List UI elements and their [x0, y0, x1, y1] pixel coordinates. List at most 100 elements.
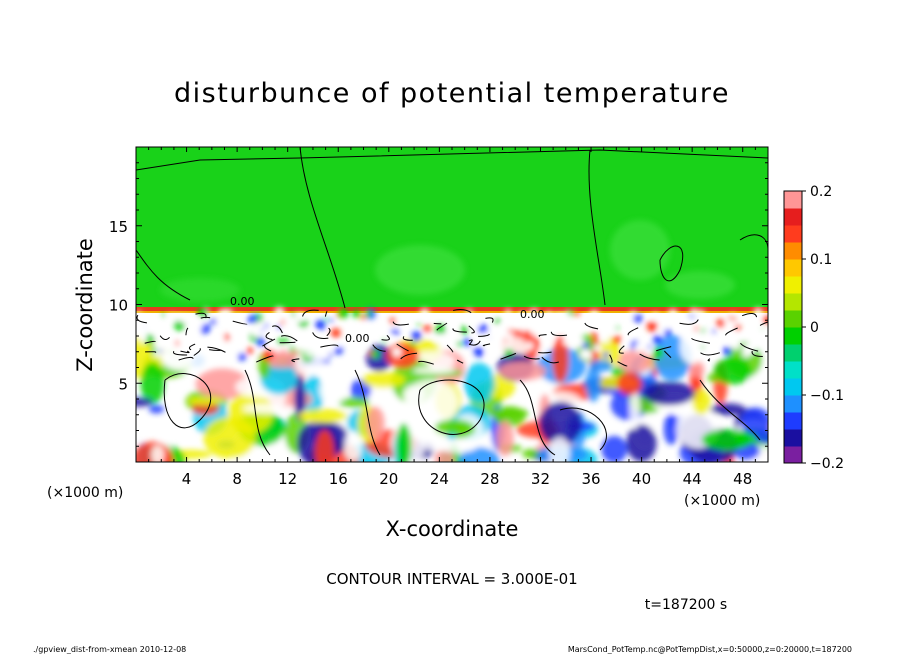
- field-speck: [383, 326, 388, 331]
- colorbar-swatch: [784, 344, 802, 362]
- field-speck: [519, 315, 527, 324]
- footer-right: MarsCond_PotTemp.nc@PotTempDist,x=0:5000…: [568, 645, 852, 654]
- field-speck: [411, 331, 422, 342]
- field-speck: [423, 325, 432, 333]
- field-speck: [324, 317, 328, 322]
- field-blob: [396, 423, 412, 462]
- x-tick-label: 32: [531, 470, 550, 488]
- field-speck: [328, 352, 333, 357]
- contour-line: [485, 317, 494, 323]
- field-speck: [292, 331, 299, 338]
- field-speck: [615, 326, 619, 330]
- field-blob: [435, 419, 470, 435]
- contour-line: [452, 328, 467, 333]
- field-speck: [469, 322, 479, 332]
- field-speck: [647, 345, 652, 349]
- field-speck: [504, 309, 512, 316]
- contour-line: [609, 354, 613, 364]
- contour-line: [244, 369, 271, 456]
- contour-line: [452, 308, 472, 314]
- field-speck: [291, 312, 296, 317]
- y-axis-ticks: 5 10 15: [109, 162, 768, 447]
- field-speck: [477, 324, 489, 335]
- upper-layer-patches: [160, 220, 735, 302]
- contour-line: [538, 334, 547, 337]
- field-speck: [216, 335, 226, 344]
- plot-area: 0.00 0.00 0.00: [136, 147, 768, 462]
- colorbar-swatch: [784, 191, 802, 209]
- field-blob: [496, 420, 514, 457]
- field-speck: [724, 319, 736, 331]
- contour-line: [256, 355, 274, 363]
- field-speck: [231, 334, 237, 339]
- x-tick-label: 4: [182, 470, 192, 488]
- colorbar-swatch: [784, 242, 802, 260]
- field-speck: [506, 344, 512, 350]
- field-blob: [710, 403, 746, 416]
- field-speck: [543, 338, 552, 347]
- field-speck: [141, 316, 149, 324]
- contour-line: [482, 343, 491, 347]
- field-speck: [215, 315, 221, 321]
- field-speck: [623, 342, 633, 352]
- x-tick-label: 48: [733, 470, 752, 488]
- contour-line: [180, 350, 190, 354]
- contour-line: [400, 352, 418, 360]
- colorbar-tick-label: 0.1: [810, 252, 832, 268]
- field-speck: [246, 347, 254, 354]
- field-blob: [643, 381, 696, 406]
- field-speck: [417, 322, 422, 327]
- field-blob: [188, 396, 225, 406]
- field-speck: [538, 347, 548, 357]
- field-speck: [544, 326, 549, 330]
- colorbar-swatch: [784, 276, 802, 294]
- contour-line: [759, 321, 768, 326]
- field-speck: [289, 346, 295, 352]
- field-speck: [678, 325, 685, 332]
- contour-line: [396, 343, 409, 352]
- field-speck: [277, 338, 284, 345]
- contour-line: [291, 358, 300, 363]
- field-speck: [612, 335, 622, 345]
- field-speck: [360, 314, 366, 320]
- field-speck: [237, 352, 246, 361]
- field-speck: [192, 319, 204, 330]
- field-speck: [162, 351, 172, 361]
- field-speck: [322, 341, 333, 352]
- contour-line: [207, 346, 226, 353]
- field-speck: [234, 329, 241, 336]
- contour-line: [265, 332, 273, 341]
- contour-line: [392, 321, 409, 326]
- field-speck: [753, 307, 763, 317]
- field-speck: [496, 325, 508, 337]
- field-speck: [334, 346, 343, 355]
- field-speck: [262, 326, 273, 338]
- field-speck: [479, 332, 490, 343]
- field-speck: [175, 341, 180, 346]
- field-speck: [204, 348, 211, 355]
- field-speck: [178, 315, 186, 323]
- contour-line: [700, 352, 720, 356]
- contour-line: [136, 149, 768, 171]
- field-speck: [424, 332, 429, 337]
- field-speck: [210, 318, 217, 325]
- field-speck: [136, 310, 141, 315]
- field-speck: [760, 333, 768, 342]
- field-speck: [331, 328, 341, 338]
- field-blob: [601, 435, 628, 462]
- field-speck: [274, 306, 285, 318]
- contour-line: [372, 344, 386, 352]
- contour-line: [618, 345, 625, 354]
- contour-line: [541, 356, 559, 364]
- field-blob: [498, 361, 547, 381]
- field-speck: [760, 341, 768, 353]
- field-speck: [488, 328, 497, 337]
- field-speck: [575, 340, 583, 348]
- colorbar-swatch: [784, 361, 802, 379]
- field-speck: [392, 328, 400, 336]
- x-axis-unit-left: (×1000 m): [47, 485, 123, 501]
- field-speck: [653, 334, 663, 345]
- field-speck: [590, 318, 600, 328]
- field-speck: [466, 308, 473, 316]
- colorbar-swatch: [784, 446, 802, 464]
